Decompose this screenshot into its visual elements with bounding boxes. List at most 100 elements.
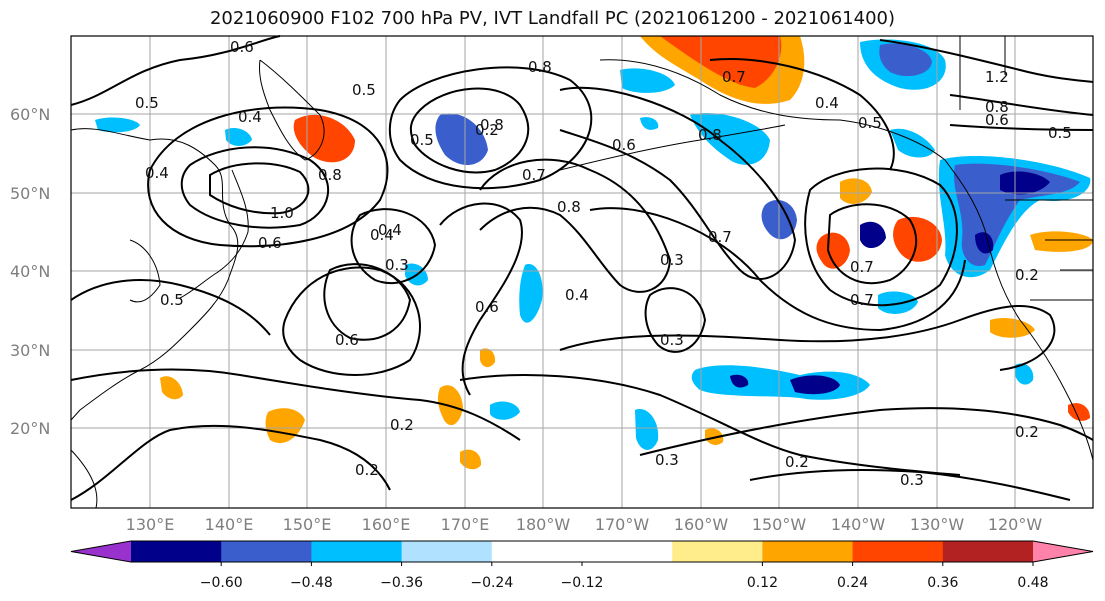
negative-anomaly: [790, 375, 840, 395]
contour-line: [559, 86, 797, 280]
contour-line: [388, 66, 593, 190]
positive-anomaly: [840, 178, 872, 204]
lat-label: 40°N: [10, 262, 50, 281]
contour-label: 0.4: [815, 94, 839, 112]
aleutian-chain: [559, 124, 786, 171]
negative-anomaly: [690, 112, 770, 165]
contour-line: [350, 208, 437, 285]
contour-label: 0.2: [355, 461, 379, 479]
negative-anomaly: [435, 113, 488, 166]
colorbar-tick-label: 0.12: [747, 575, 778, 591]
colorbar-extend-high: [1033, 541, 1093, 562]
contour-line: [749, 469, 1071, 501]
colorbar-extend-low: [71, 541, 131, 562]
contour-label: 0.8: [318, 166, 342, 184]
positive-anomaly: [816, 232, 850, 269]
contour-line: [70, 35, 281, 106]
contour-label: 0.7: [522, 166, 546, 184]
positive-anomaly: [293, 114, 355, 163]
contour-label: 0.6: [230, 38, 254, 56]
colorbar-swatch: [942, 541, 1034, 562]
positive-anomaly: [990, 318, 1035, 338]
latitude-labels: 60°N 50°N 40°N 30°N 20°N: [10, 105, 50, 438]
positive-anomaly: [480, 348, 496, 368]
contour-label: 0.2: [475, 121, 499, 139]
contour-line: [70, 368, 521, 441]
contour-line: [209, 162, 310, 215]
contour-label: 0.4: [378, 221, 402, 239]
negative-anomaly: [860, 221, 886, 249]
contour-label: 0.5: [135, 94, 159, 112]
positive-anomaly: [1030, 231, 1093, 252]
contour-label: 0.7: [722, 68, 746, 86]
lon-label: 130°E: [126, 515, 175, 534]
colorbar-swatch: [221, 541, 312, 562]
colorbar-swatch: [491, 541, 583, 562]
contour-label: 0.6: [475, 298, 499, 316]
colorbar-swatch: [762, 541, 854, 562]
contour-label: 0.4: [565, 286, 589, 304]
colorbar: −0.60 −0.48 −0.36 −0.24 −0.12 0.12 0.24 0.36 0.4…: [70, 540, 1094, 591]
colorbar-tick-label: −0.48: [290, 575, 333, 591]
contour-label: 0.7: [850, 258, 874, 276]
map-area: [71, 36, 1093, 508]
contour-label: 0.5: [410, 131, 434, 149]
lon-label: 160°E: [362, 515, 411, 534]
colorbar-swatch: [582, 541, 673, 562]
contour-line: [709, 58, 895, 171]
negative-anomaly: [635, 408, 659, 450]
contour-line: [479, 158, 672, 293]
us-borders: [959, 36, 1093, 301]
negative-anomaly: [95, 117, 140, 133]
contour-line: [639, 407, 1094, 456]
contour-line: [323, 263, 412, 341]
contour-line: [949, 94, 1094, 116]
contour-line: [826, 203, 917, 285]
contour-label: 0.8: [480, 116, 504, 134]
map-title: 2021060900 F102 700 hPa PV, IVT Landfall…: [209, 8, 896, 29]
contour-label: 0.8: [698, 126, 722, 144]
contour-line: [409, 87, 530, 174]
contour-label: 0.3: [660, 331, 684, 349]
contour-line: [879, 39, 1094, 83]
north-america-coast: [944, 159, 1094, 461]
contour-label: 0.2: [785, 453, 809, 471]
negative-anomaly: [519, 264, 543, 323]
colorbar-tick-label: −0.12: [561, 575, 604, 591]
colorbar-swatch: [672, 541, 763, 562]
negative-anomaly: [620, 68, 675, 93]
contour-line: [70, 424, 391, 501]
lon-label: 150°W: [752, 515, 807, 534]
contour-label: 0.2: [390, 416, 414, 434]
map-frame: [70, 35, 1094, 509]
negative-anomaly: [730, 374, 749, 388]
lon-label: 130°W: [910, 515, 965, 534]
lat-label: 50°N: [10, 184, 50, 203]
colorbar-tick-label: −0.24: [470, 575, 513, 591]
positive-anomaly: [160, 376, 183, 400]
colorbar-swatch: [401, 541, 493, 562]
korea-coast: [129, 239, 161, 303]
negative-anomaly: [490, 401, 520, 420]
contour-label: 0.3: [655, 451, 679, 469]
philippines-coast: [70, 449, 98, 509]
contour-label: 0.5: [352, 81, 376, 99]
positive-anomaly: [893, 216, 942, 262]
shaded-anomalies: [95, 36, 1093, 470]
contour-label: 1.2: [985, 68, 1009, 86]
contour-label: 0.4: [370, 226, 394, 244]
contour-label: 0.5: [1048, 124, 1072, 142]
contour-line: [459, 374, 961, 476]
contour-line: [282, 266, 421, 376]
contour-label: 0.2: [1015, 423, 1039, 441]
negative-anomaly: [975, 232, 994, 254]
contour-line: [70, 279, 271, 336]
negative-anomaly: [640, 117, 659, 130]
contour-label: 0.4: [145, 164, 169, 182]
contour-label: 0.3: [385, 256, 409, 274]
contour-label: 0.5: [858, 114, 882, 132]
colorbar-swatch: [311, 541, 403, 562]
alaska-coast: [599, 59, 946, 161]
contour-label: 0.7: [850, 291, 874, 309]
